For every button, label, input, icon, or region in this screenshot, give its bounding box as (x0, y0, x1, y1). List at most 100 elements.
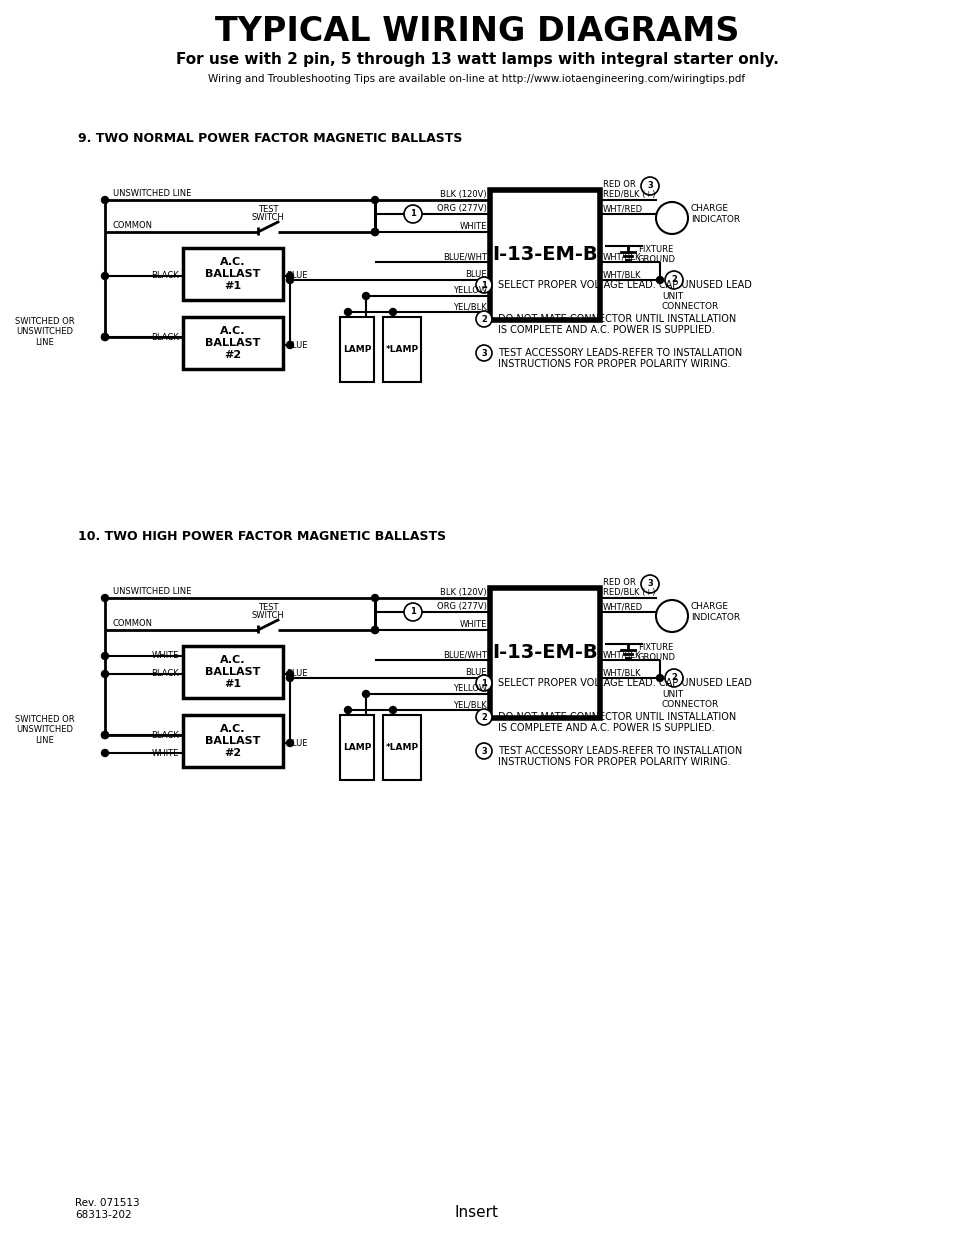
Text: BLUE: BLUE (286, 272, 307, 280)
Text: TEST: TEST (257, 205, 278, 214)
Text: SWITCHED OR
UNSWITCHED
LINE: SWITCHED OR UNSWITCHED LINE (15, 317, 74, 347)
Circle shape (101, 333, 109, 341)
Circle shape (101, 750, 109, 757)
Text: BLACK: BLACK (152, 272, 179, 280)
Text: TYPICAL WIRING DIAGRAMS: TYPICAL WIRING DIAGRAMS (214, 15, 739, 48)
Circle shape (476, 743, 492, 760)
Text: LAMP: LAMP (342, 743, 371, 752)
Text: WHT/BLK: WHT/BLK (602, 650, 640, 659)
Circle shape (389, 706, 396, 714)
Text: BLUE/WHT: BLUE/WHT (442, 650, 486, 659)
Circle shape (476, 709, 492, 725)
Text: FIXTURE
GROUND: FIXTURE GROUND (638, 643, 676, 662)
Text: For use with 2 pin, 5 through 13 watt lamps with integral starter only.: For use with 2 pin, 5 through 13 watt la… (175, 52, 778, 67)
Circle shape (656, 203, 687, 233)
Circle shape (664, 270, 682, 289)
Bar (382, 715, 420, 781)
Text: Rev. 071513: Rev. 071513 (75, 1198, 139, 1208)
Text: BLUE: BLUE (286, 341, 307, 350)
Text: TEST ACCESSORY LEADS-REFER TO INSTALLATION: TEST ACCESSORY LEADS-REFER TO INSTALLATI… (497, 348, 741, 358)
Circle shape (403, 205, 421, 224)
Circle shape (656, 600, 687, 632)
Text: YEL/BLK: YEL/BLK (453, 700, 486, 709)
Text: A.C.
BALLAST
#2: A.C. BALLAST #2 (205, 725, 260, 757)
Circle shape (101, 196, 109, 204)
Text: SWITCH: SWITCH (252, 212, 284, 222)
Circle shape (101, 671, 109, 678)
Text: WHITE: WHITE (152, 652, 179, 661)
Text: BLUE: BLUE (286, 669, 307, 678)
Text: BLACK: BLACK (152, 669, 179, 678)
Text: BLUE: BLUE (465, 668, 486, 677)
Text: CHARGE
INDICATOR: CHARGE INDICATOR (690, 603, 740, 621)
Circle shape (476, 277, 492, 293)
Text: WHT/BLK: WHT/BLK (602, 252, 640, 261)
Text: IS COMPLETE AND A.C. POWER IS SUPPLIED.: IS COMPLETE AND A.C. POWER IS SUPPLIED. (497, 325, 714, 335)
Bar (183, 646, 283, 698)
Circle shape (640, 177, 659, 195)
Circle shape (286, 273, 294, 279)
Bar (339, 317, 374, 382)
Text: BLUE/WHT: BLUE/WHT (442, 252, 486, 261)
Circle shape (344, 309, 351, 315)
Circle shape (371, 196, 378, 204)
Circle shape (371, 228, 378, 236)
Text: 2: 2 (670, 673, 677, 683)
Text: 10. TWO HIGH POWER FACTOR MAGNETIC BALLASTS: 10. TWO HIGH POWER FACTOR MAGNETIC BALLA… (78, 530, 446, 543)
Text: I-13-EM-B: I-13-EM-B (492, 246, 598, 264)
Circle shape (286, 674, 294, 682)
Circle shape (389, 309, 396, 315)
Text: WHT/RED: WHT/RED (602, 204, 642, 212)
Text: TEST: TEST (257, 603, 278, 613)
Text: 1: 1 (480, 280, 486, 289)
Text: 2: 2 (480, 315, 486, 324)
Circle shape (101, 594, 109, 601)
Text: 68313-202: 68313-202 (75, 1210, 132, 1220)
Text: YELLOW: YELLOW (453, 287, 486, 295)
Text: 2: 2 (670, 275, 677, 284)
Circle shape (362, 690, 369, 698)
Bar (382, 317, 420, 382)
Circle shape (286, 740, 294, 746)
Text: LAMP: LAMP (342, 346, 371, 354)
Text: TEST ACCESSORY LEADS-REFER TO INSTALLATION: TEST ACCESSORY LEADS-REFER TO INSTALLATI… (497, 746, 741, 756)
Text: UNSWITCHED LINE: UNSWITCHED LINE (112, 587, 192, 597)
Text: RED OR
RED/BLK (+): RED OR RED/BLK (+) (602, 179, 655, 199)
Circle shape (371, 626, 378, 634)
Text: 3: 3 (480, 348, 486, 357)
Circle shape (286, 342, 294, 348)
Text: SELECT PROPER VOLTAGE LEAD. CAP UNUSED LEAD: SELECT PROPER VOLTAGE LEAD. CAP UNUSED L… (497, 678, 751, 688)
Text: ORG (277V): ORG (277V) (436, 601, 486, 611)
Circle shape (656, 674, 662, 682)
Text: SWITCHED OR
UNSWITCHED
LINE: SWITCHED OR UNSWITCHED LINE (15, 715, 74, 745)
Circle shape (476, 345, 492, 361)
Circle shape (640, 576, 659, 593)
Text: DO NOT MATE CONNECTOR UNTIL INSTALLATION: DO NOT MATE CONNECTOR UNTIL INSTALLATION (497, 314, 736, 324)
Text: ORG (277V): ORG (277V) (436, 204, 486, 212)
Text: A.C.
BALLAST
#1: A.C. BALLAST #1 (205, 257, 260, 290)
Text: UNIT
CONNECTOR: UNIT CONNECTOR (661, 690, 719, 709)
Text: FIXTURE
GROUND: FIXTURE GROUND (638, 245, 676, 264)
Text: 3: 3 (646, 182, 652, 190)
Text: WHT/BLK: WHT/BLK (602, 668, 640, 677)
Circle shape (101, 333, 109, 341)
Text: UNSWITCHED LINE: UNSWITCHED LINE (112, 189, 192, 198)
Text: 3: 3 (646, 579, 652, 589)
Text: Wiring and Troubleshooting Tips are available on-line at http://www.iotaengineer: Wiring and Troubleshooting Tips are avai… (208, 74, 745, 84)
Circle shape (371, 594, 378, 601)
Circle shape (476, 311, 492, 327)
Text: I-13-EM-B: I-13-EM-B (492, 643, 598, 662)
Circle shape (101, 273, 109, 279)
Text: RED OR
RED/BLK (+): RED OR RED/BLK (+) (602, 578, 655, 597)
Text: YELLOW: YELLOW (453, 684, 486, 693)
Text: SELECT PROPER VOLTAGE LEAD. CAP UNUSED LEAD: SELECT PROPER VOLTAGE LEAD. CAP UNUSED L… (497, 280, 751, 290)
Text: WHITE: WHITE (152, 748, 179, 757)
Text: 2: 2 (480, 713, 486, 721)
Text: IS COMPLETE AND A.C. POWER IS SUPPLIED.: IS COMPLETE AND A.C. POWER IS SUPPLIED. (497, 722, 714, 734)
Circle shape (286, 277, 294, 284)
Circle shape (101, 731, 109, 739)
Circle shape (371, 228, 378, 236)
Text: A.C.
BALLAST
#2: A.C. BALLAST #2 (205, 326, 260, 359)
Text: 1: 1 (410, 608, 416, 616)
Bar (339, 715, 374, 781)
